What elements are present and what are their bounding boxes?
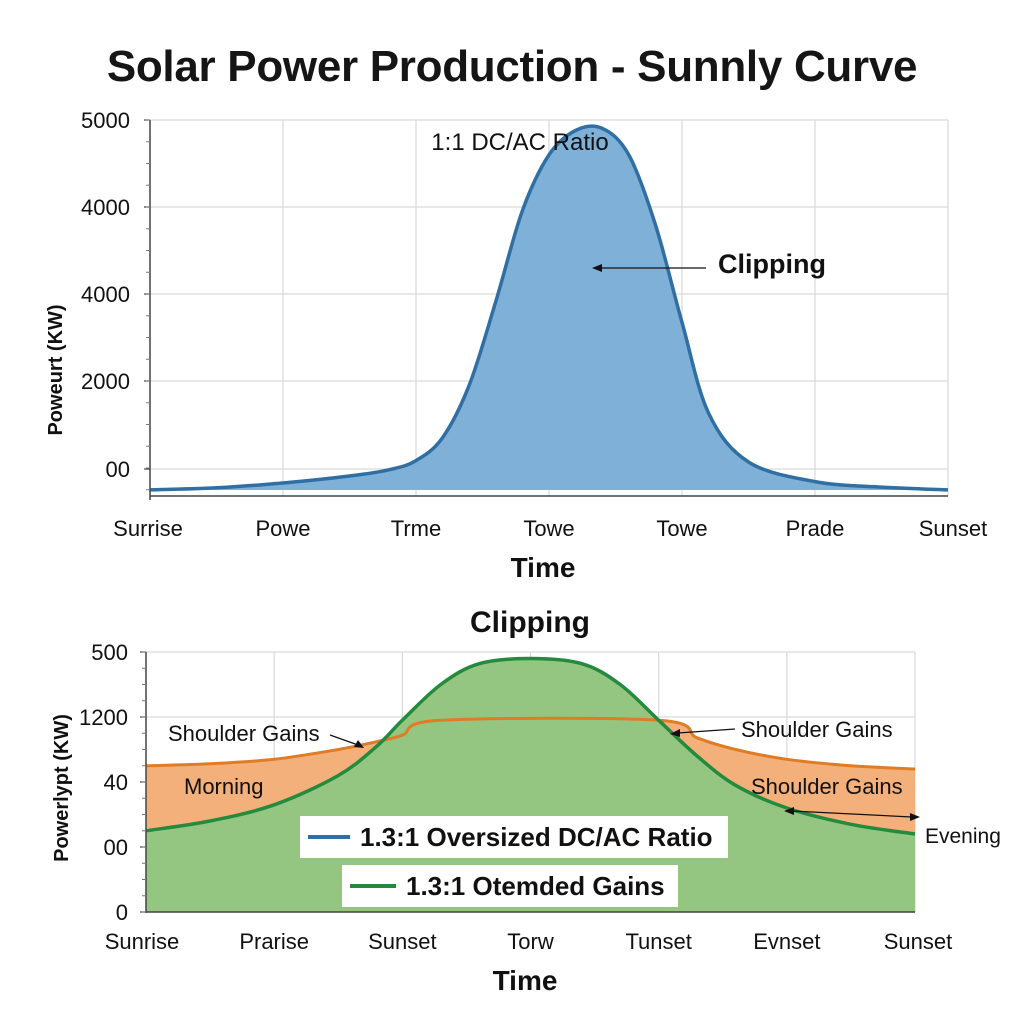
- top-x-tick-label: Surrise: [113, 516, 183, 541]
- top-ratio-annotation: 1:1 DC/AC Ratio: [431, 129, 608, 156]
- legend-gains-swatch: [350, 884, 396, 888]
- legend-oversized: 1.3:1 Oversized DC/AC Ratio: [300, 816, 728, 858]
- legend-gains: 1.3:1 Otemded Gains: [342, 865, 678, 907]
- bottom-y-tick-label: 40: [104, 770, 128, 795]
- oversized-line: [145, 656, 916, 836]
- bottom-x-tick-label: Tunset: [625, 929, 691, 954]
- top-x-tick-label: Towe: [656, 516, 707, 541]
- page-title: Solar Power Production - Sunnly Curve: [106, 42, 918, 91]
- shoulder-gains-right-label: Shoulder Gains: [741, 717, 893, 742]
- shoulder-gains-lower-label: Shoulder Gains: [751, 774, 903, 799]
- bottom-x-tick-label: Sunset: [368, 929, 437, 954]
- shoulder-left-arrowhead: [354, 740, 364, 748]
- top-x-axis-title: Time: [511, 552, 576, 583]
- top-y-tick-label: 5000: [81, 108, 130, 133]
- evening-arrowhead-right: [910, 813, 920, 821]
- bottom-x-tick-label: Torw: [507, 929, 554, 954]
- bottom-y-axis-title: Powerlypt (KW): [51, 714, 73, 862]
- bottom-y-tick-label: 500: [91, 640, 128, 665]
- bottom-y-tick-label: 1200: [79, 705, 128, 730]
- bottom-chart-title: Clipping: [470, 606, 590, 639]
- top-y-tick-label: 2000: [81, 369, 130, 394]
- bottom-y-tick-label: 0: [116, 900, 128, 925]
- bottom-x-ticks: Sunrise Prarise Sunset Torw Tunset Evnset Suns…: [105, 929, 953, 954]
- top-x-ticks: Surrise Powe Trme Towe Towe Prade Sunset: [113, 516, 987, 541]
- evening-label: Evening: [925, 825, 1001, 848]
- bottom-y-tick-label: 00: [104, 835, 128, 860]
- top-y-tick-label: 4000: [81, 282, 130, 307]
- legend-gains-label: 1.3:1 Otemded Gains: [406, 870, 665, 901]
- clipping-arrowhead: [592, 264, 602, 272]
- bottom-x-tick-label: Evnset: [753, 929, 820, 954]
- shoulder-left-pointer: [329, 734, 359, 746]
- legend-oversized-swatch: [308, 835, 350, 839]
- shoulder-right-arrowhead: [670, 729, 680, 737]
- top-y-tick-label: 00: [106, 457, 130, 482]
- shoulder-right-pointer: [677, 728, 736, 734]
- bottom-x-tick-label: Prarise: [239, 929, 309, 954]
- morning-label: Morning: [184, 774, 263, 799]
- top-x-tick-label: Trme: [391, 516, 442, 541]
- evening-arrowhead-left: [784, 807, 794, 815]
- bottom-x-tick-label: Sunrise: [105, 929, 180, 954]
- bottom-x-axis-title: Time: [493, 965, 558, 996]
- top-y-tick-label: 4000: [81, 195, 130, 220]
- top-x-tick-label: Sunset: [919, 516, 988, 541]
- top-series-line: [149, 124, 949, 492]
- top-y-ticks: 00 2000 4000 4000 5000: [81, 108, 150, 491]
- top-y-axis-title: Poweurt (KW): [45, 304, 67, 435]
- shoulder-gains-line: [145, 716, 916, 771]
- top-x-tick-label: Prade: [786, 516, 845, 541]
- top-x-tick-label: Powe: [255, 516, 310, 541]
- legend-oversized-label: 1.3:1 Oversized DC/AC Ratio: [360, 821, 713, 852]
- top-x-tick-label: Towe: [523, 516, 574, 541]
- bottom-x-tick-label: Sunset: [884, 929, 953, 954]
- top-series-area: [150, 126, 948, 490]
- evening-pointer: [791, 810, 913, 818]
- clipping-annotation: Clipping: [718, 249, 826, 279]
- shoulder-gains-left-label: Shoulder Gains: [168, 721, 320, 746]
